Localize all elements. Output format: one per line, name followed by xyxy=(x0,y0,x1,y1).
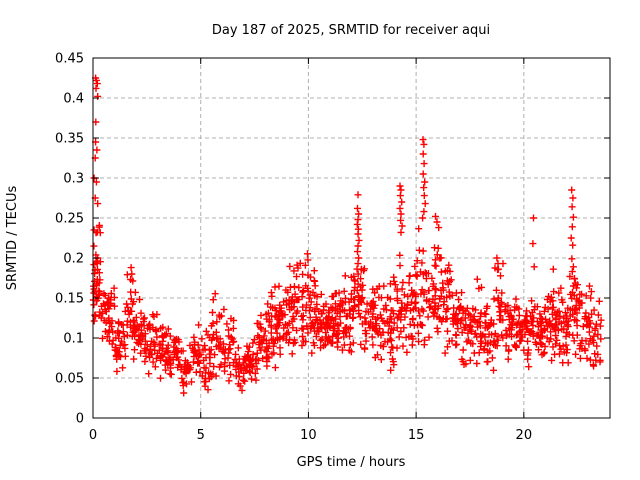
tick-labels: 0 5 10 15 20 0 0.05 0.1 0.15 0.2 0.25 0.3 0.35 0.4 0.4… xyxy=(55,52,532,444)
y-tick-label: 0 xyxy=(76,412,84,427)
y-axis-label: SRMTID / TECUs xyxy=(5,186,20,291)
y-tick-label: 0.35 xyxy=(55,132,84,147)
plot-border xyxy=(92,57,611,419)
y-tick-label: 0.4 xyxy=(63,92,84,107)
x-tick-label: 15 xyxy=(408,428,425,443)
tick-marks xyxy=(92,57,610,419)
y-tick-label: 0.45 xyxy=(55,52,84,67)
y-tick-label: 0.3 xyxy=(63,172,84,187)
y-tick-label: 0.25 xyxy=(55,212,84,227)
gridlines xyxy=(93,58,610,418)
y-tick-label: 0.2 xyxy=(63,252,84,267)
x-tick-label: 5 xyxy=(197,428,205,443)
x-tick-label: 10 xyxy=(300,428,317,443)
x-tick-label: 0 xyxy=(89,428,97,443)
data-points xyxy=(89,74,605,397)
data-points-layer xyxy=(89,74,605,397)
x-axis-label: GPS time / hours xyxy=(297,455,406,470)
x-tick-label: 20 xyxy=(516,428,533,443)
y-tick-label: 0.05 xyxy=(55,372,84,387)
y-tick-label: 0.15 xyxy=(55,292,84,307)
y-tick-label: 0.1 xyxy=(63,332,84,347)
chart-title: Day 187 of 2025, SRMTID for receiver aqu… xyxy=(212,23,490,38)
